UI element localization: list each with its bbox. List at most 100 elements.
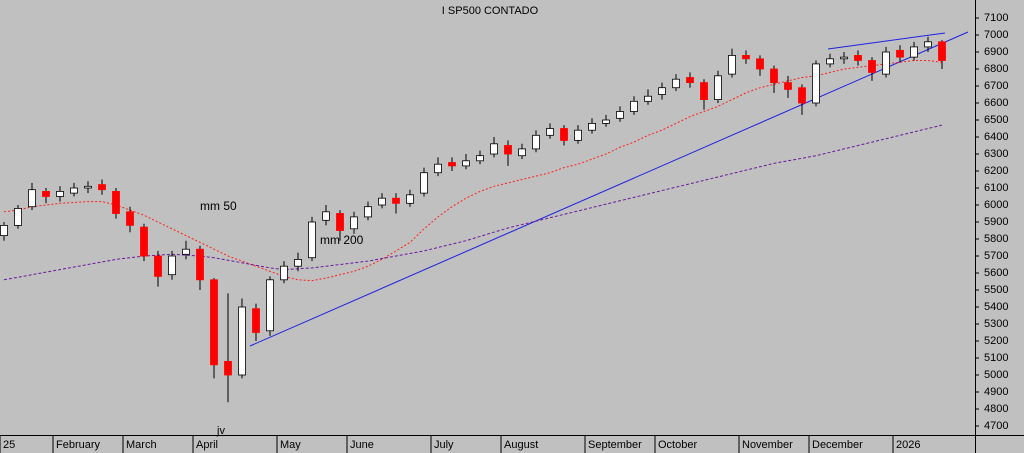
y-tick-label: 5200 — [984, 335, 1008, 347]
candle-body — [574, 129, 582, 141]
candle-body — [728, 55, 736, 75]
candle-body — [462, 160, 470, 167]
candle-body — [588, 123, 596, 131]
candle-body — [518, 148, 526, 157]
candle-body — [224, 360, 232, 376]
y-tick-label: 5700 — [984, 250, 1008, 262]
x-tick-label: November — [742, 439, 793, 451]
candle-body — [504, 145, 512, 155]
x-tick-label: May — [280, 439, 301, 451]
y-tick-label: 5600 — [984, 267, 1008, 279]
trendline — [827, 32, 946, 50]
candle-body — [322, 211, 330, 221]
candle-body — [630, 100, 638, 112]
x-tick-label: February — [56, 439, 101, 451]
candle-body — [182, 248, 190, 255]
candle-body — [210, 279, 218, 366]
candle-body — [602, 119, 610, 124]
candle-body — [84, 185, 92, 189]
x-tick-label: October — [658, 439, 697, 451]
candle-body — [28, 189, 36, 208]
candle-body — [98, 184, 106, 191]
y-tick-label: 6900 — [984, 46, 1008, 58]
candle-body — [826, 58, 834, 65]
candle-body — [476, 155, 484, 162]
series-label: mm 50 — [200, 199, 237, 213]
y-tick-label: 6200 — [984, 165, 1008, 177]
candle-body — [238, 306, 246, 376]
candle-body — [798, 87, 806, 104]
candle-body — [490, 143, 498, 155]
candle-body — [168, 255, 176, 276]
y-tick-label: 7000 — [984, 29, 1008, 41]
candle-body — [126, 211, 134, 226]
y-tick-label: 5500 — [984, 284, 1008, 296]
candle-body — [546, 128, 554, 136]
candle-body — [672, 78, 680, 89]
y-tick-label: 6300 — [984, 148, 1008, 160]
x-tick-label: April — [196, 439, 218, 451]
candle-body — [392, 197, 400, 204]
candle-body — [910, 46, 918, 58]
candle-body — [714, 75, 722, 101]
moving-average — [3, 60, 943, 282]
candle-body — [70, 187, 78, 194]
candle-body — [532, 134, 540, 150]
candle-body — [14, 208, 22, 226]
candle-body — [308, 221, 316, 259]
candle-body — [420, 172, 428, 194]
candle-body — [252, 308, 260, 333]
candle-body — [280, 265, 288, 281]
y-tick-label: 6500 — [984, 114, 1008, 126]
x-tick-label: March — [126, 439, 157, 451]
candle-body — [364, 206, 372, 218]
y-tick-label: 4700 — [984, 420, 1008, 432]
candle-body — [616, 111, 624, 119]
x-tick-label: July — [434, 439, 454, 451]
trendline — [249, 31, 969, 347]
candle-body — [658, 87, 666, 95]
y-tick-label: 6800 — [984, 63, 1008, 75]
candle-body — [770, 68, 778, 84]
candle-body — [154, 255, 162, 277]
candle-body — [294, 259, 302, 267]
candle-body — [0, 225, 8, 237]
y-tick-label: 6000 — [984, 199, 1008, 211]
candle-body — [140, 226, 148, 257]
x-tick-label: 2026 — [896, 439, 920, 451]
candle-body — [938, 41, 946, 61]
y-tick-label: 7100 — [984, 12, 1008, 24]
y-tick-label: 5000 — [984, 369, 1008, 381]
candle-body — [350, 216, 358, 230]
y-tick-label: 5300 — [984, 318, 1008, 330]
candle-body — [812, 63, 820, 104]
x-tick-label: December — [812, 439, 863, 451]
y-tick-label: 6700 — [984, 80, 1008, 92]
candle-body — [756, 58, 764, 70]
candle-body — [924, 41, 932, 48]
y-tick-label: 4900 — [984, 386, 1008, 398]
chart-title: I SP500 CONTADO — [442, 5, 539, 17]
moving-average — [3, 124, 943, 281]
x-tick-label: September — [588, 439, 642, 451]
candle-body — [448, 162, 456, 167]
candle-body — [700, 82, 708, 101]
x-tick-label: 25 — [3, 439, 15, 451]
candle-body — [406, 194, 414, 204]
candle-body — [42, 191, 50, 197]
candle-body — [868, 60, 876, 73]
candle-body — [560, 128, 568, 141]
candle-body — [840, 56, 848, 60]
candle-body — [378, 197, 386, 206]
candle-body — [882, 51, 890, 75]
candle-body — [896, 49, 904, 58]
y-tick-label: 6600 — [984, 97, 1008, 109]
candle-body — [854, 55, 862, 61]
candle-body — [784, 82, 792, 90]
y-tick-label: 5800 — [984, 233, 1008, 245]
y-tick-label: 4800 — [984, 403, 1008, 415]
candle-body — [266, 279, 274, 332]
candle-body — [644, 95, 652, 102]
candle-body — [686, 77, 694, 84]
annotation: jv — [216, 425, 225, 437]
